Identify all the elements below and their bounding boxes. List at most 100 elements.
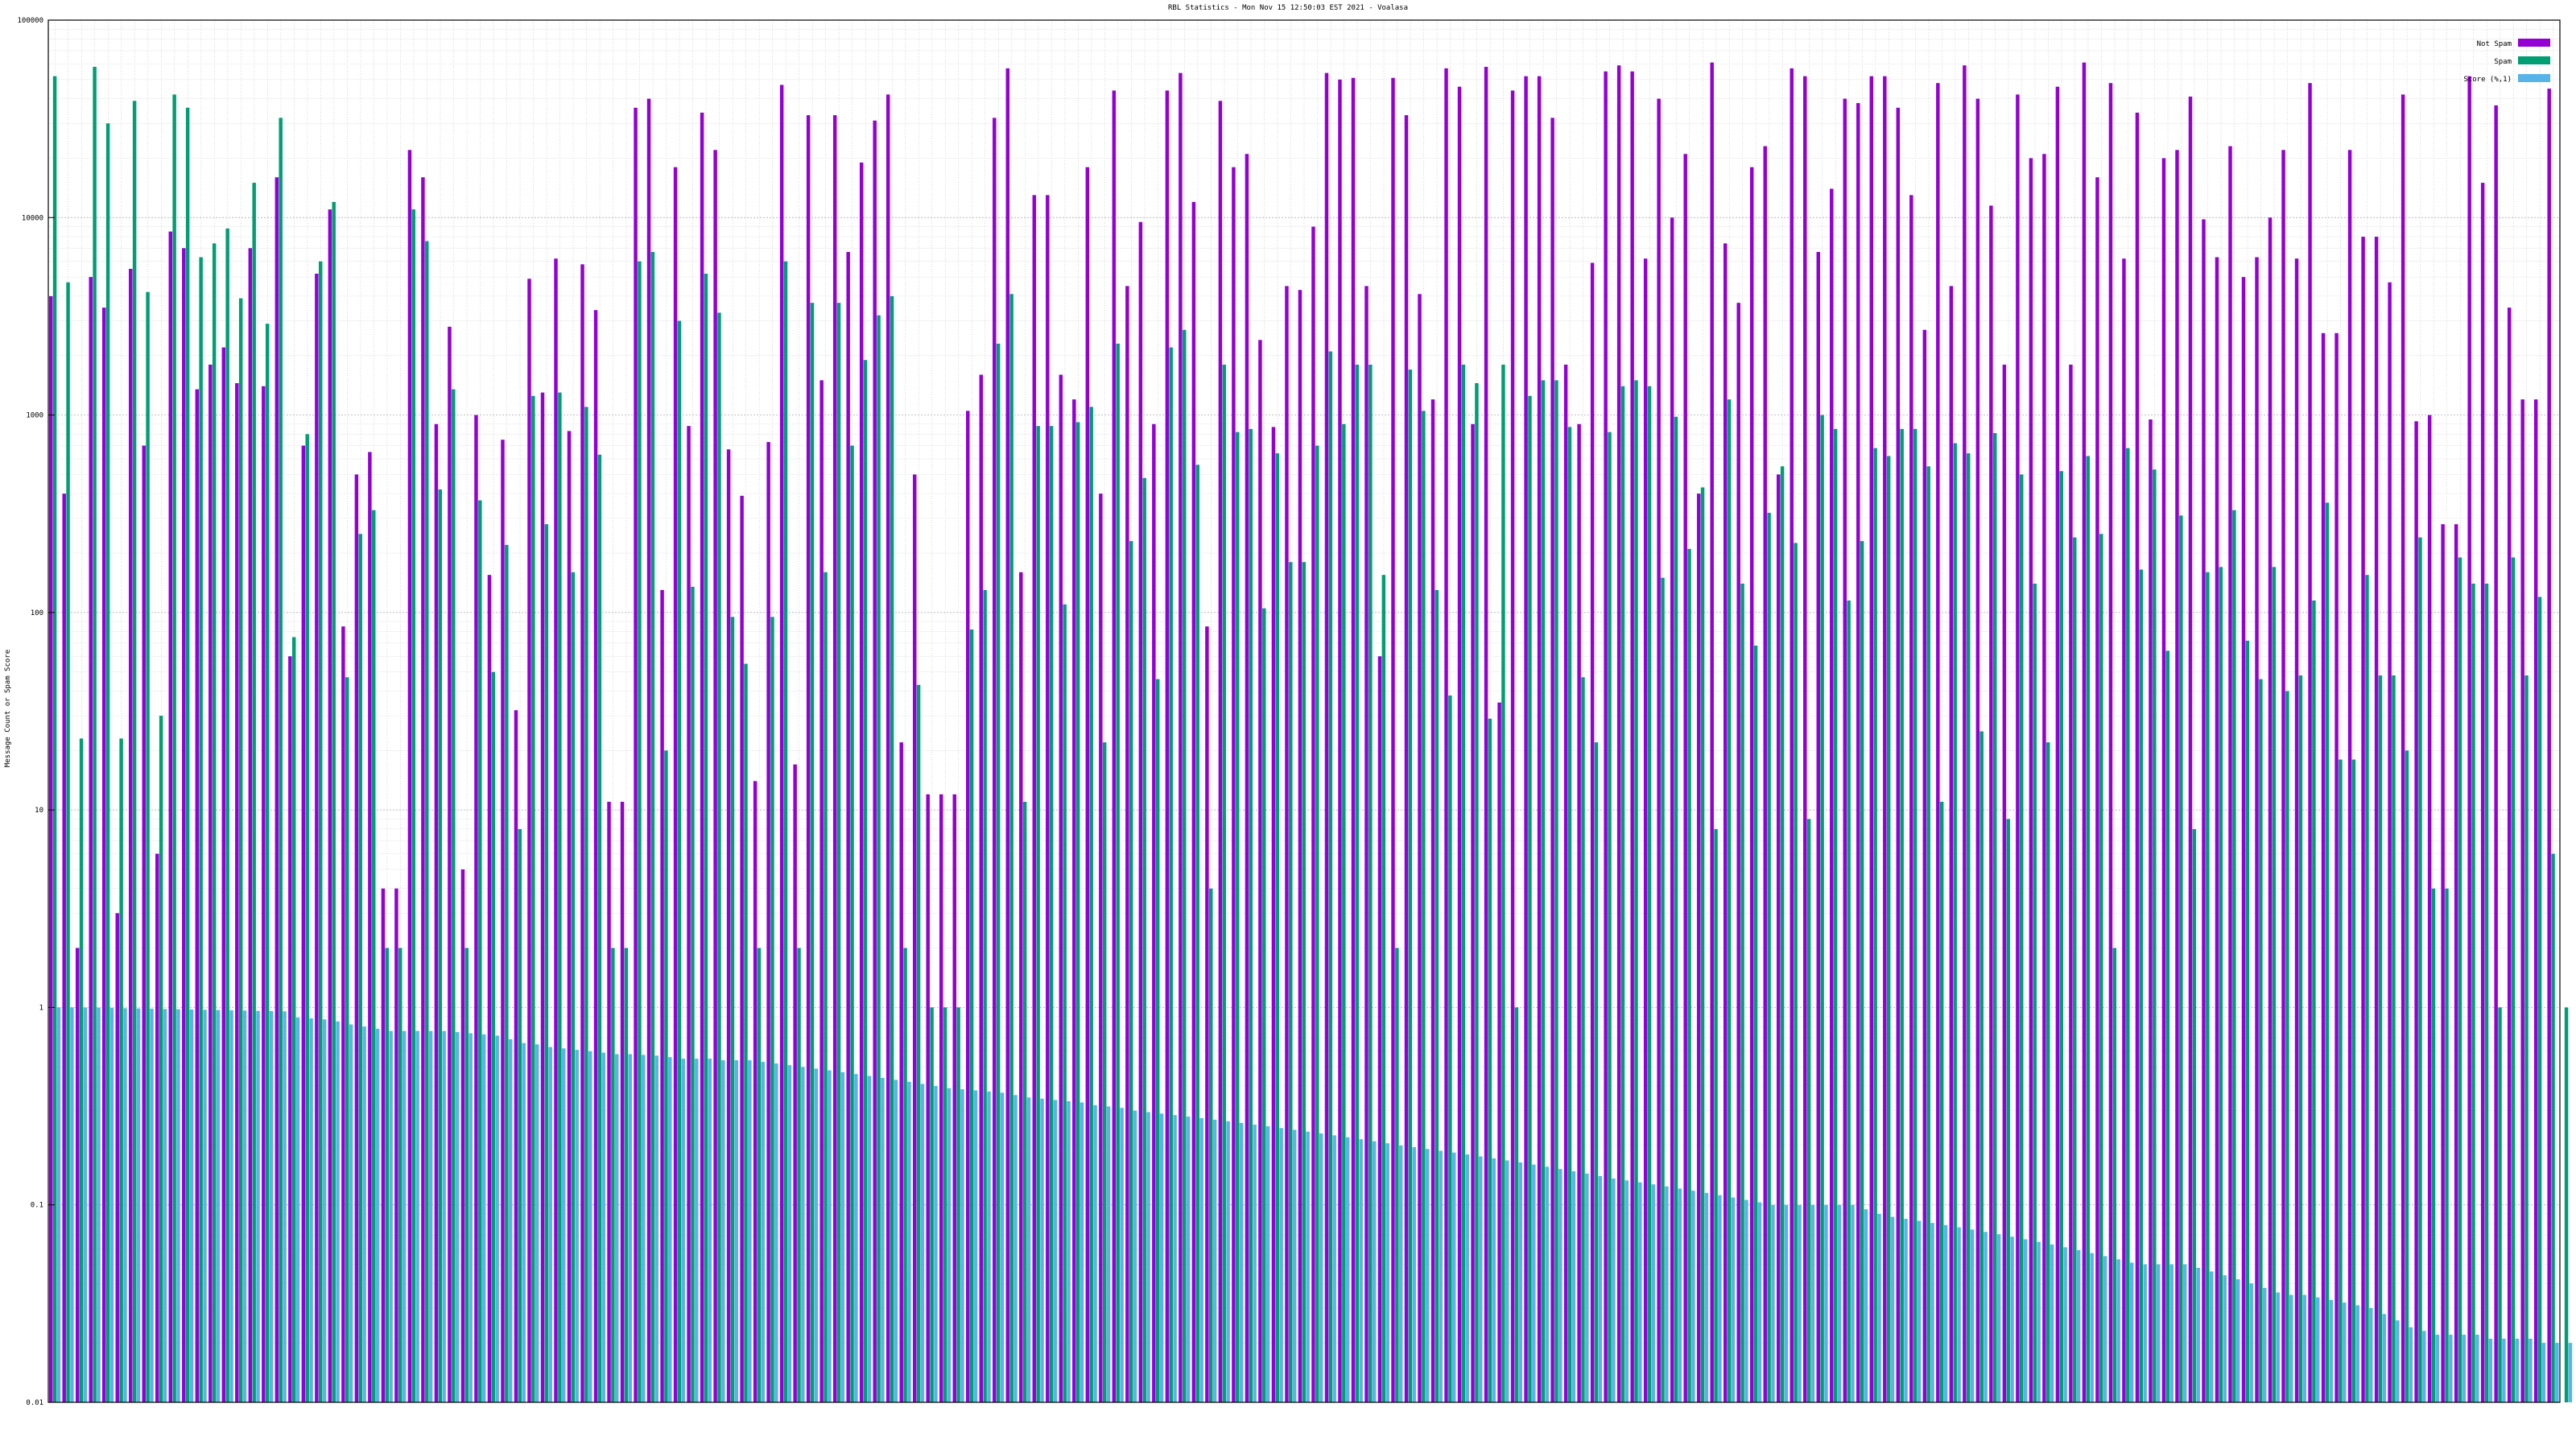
bar-not-spam (1763, 146, 1767, 1402)
bar-not-spam (2467, 76, 2471, 1402)
bar-spam (1381, 575, 1386, 1403)
bar-score-1 (2302, 1294, 2306, 1402)
bar-score-1 (867, 1075, 872, 1402)
legend-label: Spam (2494, 58, 2512, 66)
bar-spam (1727, 399, 1732, 1402)
bar-spam (518, 828, 522, 1402)
bar-spam (2285, 691, 2289, 1402)
bar-score-1 (1810, 1204, 1815, 1402)
bar-not-spam (89, 277, 93, 1402)
bar-not-spam (2016, 94, 2020, 1402)
bar-not-spam (580, 264, 584, 1402)
bar-not-spam (1736, 303, 1740, 1403)
bar-spam (238, 298, 243, 1403)
bar-not-spam (1165, 90, 1170, 1403)
bar-not-spam (1816, 251, 1820, 1403)
bar-not-spam (48, 295, 53, 1402)
y-tick-label: 10000 (22, 214, 43, 222)
bar-score-1 (2568, 1343, 2573, 1402)
bar-score-1 (1904, 1219, 1908, 1402)
bar-score-1 (1013, 1095, 1018, 1402)
bar-not-spam (1883, 76, 1887, 1402)
bar-spam (1368, 364, 1373, 1403)
bar-score-1 (801, 1067, 805, 1402)
bar-not-spam (2388, 282, 2392, 1403)
bar-score-1 (1239, 1122, 1244, 1402)
bar-spam (1395, 947, 1399, 1402)
bar-not-spam (793, 764, 797, 1402)
bar-spam (66, 282, 70, 1403)
bar-spam (1687, 548, 1691, 1402)
bar-not-spam (501, 440, 505, 1402)
bar-not-spam (1059, 374, 1063, 1402)
bar-score-1 (2156, 1264, 2161, 1402)
bar-not-spam (2108, 83, 2113, 1403)
bar-spam (2206, 572, 2210, 1402)
bar-spam (1262, 608, 1266, 1402)
bar-score-1 (1691, 1191, 1695, 1402)
bar-score-1 (934, 1086, 938, 1402)
bar-score-1 (1984, 1232, 1988, 1402)
bar-score-1 (1651, 1184, 1656, 1402)
bar-not-spam (1191, 201, 1196, 1403)
bar-score-1 (1890, 1216, 1895, 1402)
bar-score-1 (654, 1055, 658, 1402)
bar-spam (836, 303, 841, 1403)
bar-not-spam (1630, 71, 1634, 1403)
bar-spam (2259, 679, 2263, 1402)
bar-not-spam (1936, 83, 1940, 1403)
bar-not-spam (1989, 205, 1993, 1402)
bar-not-spam (487, 575, 492, 1403)
bar-spam (2351, 759, 2356, 1402)
bar-score-1 (1173, 1115, 1177, 1402)
bar-score-1 (2449, 1335, 2453, 1402)
bar-not-spam (2135, 112, 2140, 1402)
bar-spam (877, 315, 881, 1402)
bar-not-spam (1258, 340, 1262, 1402)
bar-spam (2445, 888, 2449, 1402)
bar-not-spam (966, 411, 970, 1402)
bar-score-1 (150, 1009, 154, 1402)
bar-spam (2059, 471, 2063, 1402)
bar-spam (2378, 675, 2383, 1402)
bar-score-1 (2209, 1271, 2214, 1402)
bar-spam (996, 343, 1001, 1403)
bar-spam (638, 261, 642, 1403)
bar-score-1 (1253, 1125, 1257, 1402)
bar-not-spam (1909, 195, 1913, 1403)
bar-score-1 (2103, 1256, 2107, 1402)
bar-spam (2431, 888, 2436, 1402)
bar-not-spam (1803, 76, 1807, 1402)
bar-spam (199, 257, 203, 1402)
bar-not-spam (2188, 96, 2193, 1403)
bar-score-1 (881, 1077, 885, 1402)
bar-spam (2339, 759, 2343, 1402)
bar-spam (1289, 562, 1293, 1402)
bar-score-1 (575, 1050, 579, 1402)
bar-not-spam (354, 474, 359, 1403)
bar-score-1 (642, 1055, 646, 1402)
bar-not-spam (634, 107, 638, 1403)
bar-not-spam (2547, 89, 2551, 1402)
bar-spam (1528, 395, 1532, 1402)
bar-spam (2458, 557, 2462, 1402)
bar-score-1 (2502, 1338, 2506, 1402)
bar-score-1 (1665, 1186, 1669, 1402)
bar-not-spam (2149, 419, 2153, 1402)
bar-spam (1461, 364, 1466, 1403)
bar-not-spam (221, 347, 226, 1403)
bar-score-1 (1332, 1135, 1336, 1402)
bar-not-spam (341, 626, 345, 1402)
y-tick-label: 1 (39, 1004, 43, 1012)
bar-spam (1488, 718, 1492, 1402)
bar-spam (1953, 443, 1957, 1402)
bar-not-spam (514, 710, 518, 1402)
bar-spam (916, 684, 921, 1402)
bar-not-spam (155, 853, 159, 1402)
bar-not-spam (182, 248, 186, 1402)
bar-not-spam (1696, 493, 1701, 1403)
bar-spam (1195, 464, 1199, 1402)
bar-not-spam (1085, 167, 1090, 1402)
bar-spam (2471, 584, 2475, 1402)
bar-score-1 (2462, 1335, 2467, 1402)
